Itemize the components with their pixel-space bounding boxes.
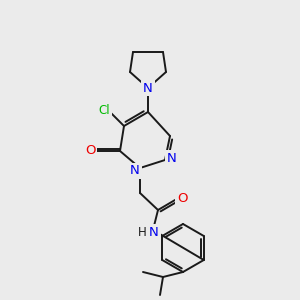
Text: H: H	[138, 226, 146, 238]
Text: Cl: Cl	[98, 103, 110, 116]
Text: N: N	[149, 226, 159, 238]
Text: O: O	[177, 191, 187, 205]
Text: N: N	[167, 152, 177, 164]
Text: O: O	[85, 145, 95, 158]
Text: N: N	[130, 164, 140, 178]
Text: N: N	[143, 82, 153, 94]
